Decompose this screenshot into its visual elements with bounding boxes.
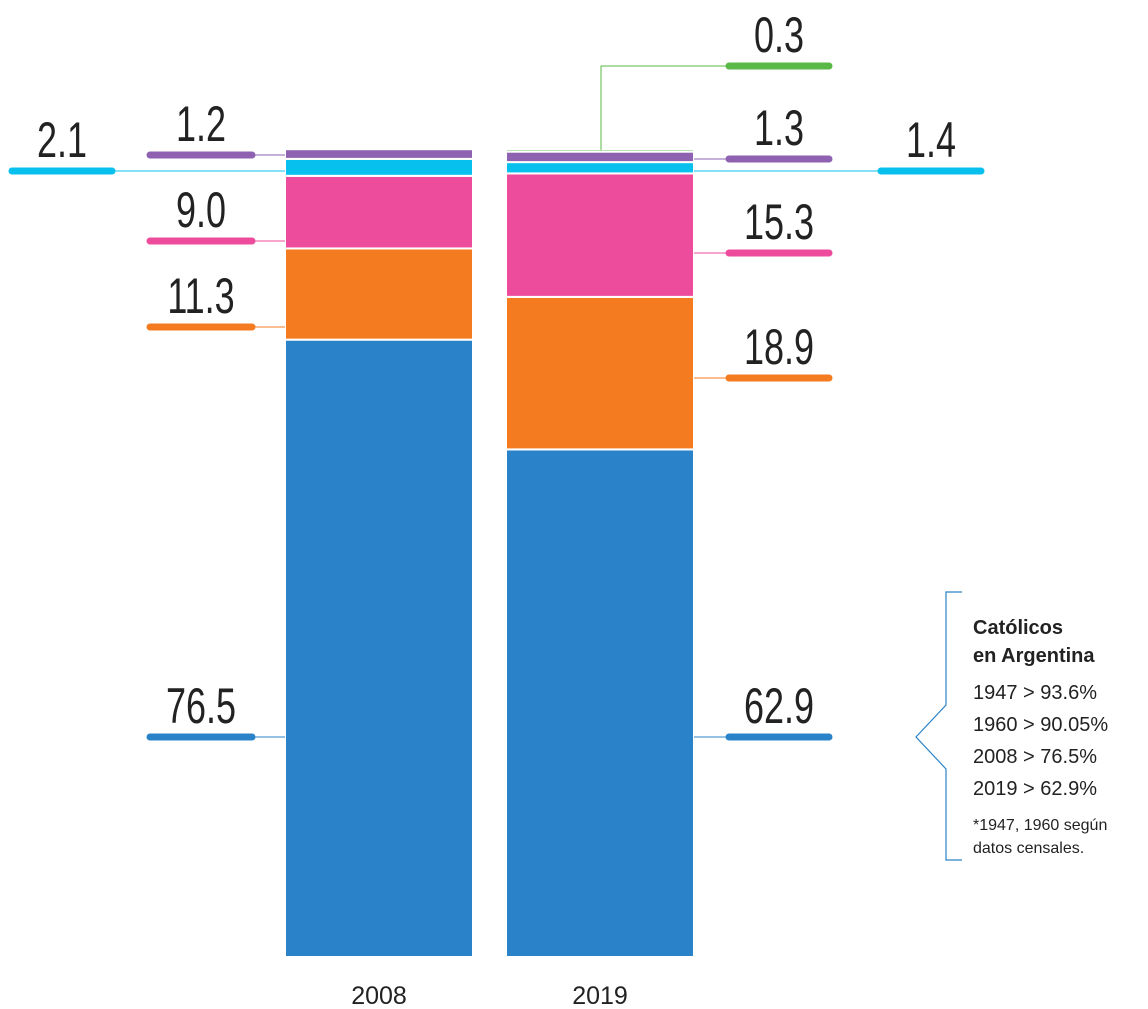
annotation-title: Católicos — [973, 617, 1063, 639]
bar-segment — [284, 148, 474, 160]
data-label: 2.1 — [37, 113, 87, 168]
annotation-line: 2008 > 76.5% — [973, 746, 1097, 768]
data-label: 18.9 — [744, 320, 814, 375]
data-label: 76.5 — [166, 679, 236, 734]
bar-segment — [505, 150, 695, 164]
connector — [600, 65, 729, 151]
data-label: 1.4 — [906, 113, 956, 168]
annotation-line: 1947 > 93.6% — [973, 682, 1097, 704]
data-label: 9.0 — [176, 183, 226, 238]
annotation-title: en Argentina — [973, 645, 1095, 667]
annotation-note: datos censales. — [973, 840, 1084, 857]
data-label: 1.2 — [176, 97, 226, 152]
bar-segment — [284, 157, 474, 177]
annotation-line: 2019 > 62.9% — [973, 778, 1097, 800]
bar-segment — [505, 161, 695, 175]
annotation-line: 1960 > 90.05% — [973, 714, 1108, 736]
data-label: 62.9 — [744, 679, 814, 734]
bar-segment — [505, 295, 695, 451]
bar-segment — [284, 338, 474, 958]
x-tick-label: 2008 — [351, 982, 407, 1009]
annotation-note: *1947, 1960 según — [973, 817, 1107, 834]
data-label: 1.3 — [754, 101, 804, 156]
bar-segment — [284, 247, 474, 341]
bar-segment — [505, 148, 695, 153]
data-label: 15.3 — [744, 195, 814, 250]
x-tick-label: 2019 — [572, 982, 628, 1009]
bar-segment — [505, 448, 695, 958]
bar-segment — [505, 172, 695, 298]
bar-segment — [284, 174, 474, 250]
data-label: 0.3 — [754, 8, 804, 63]
bracket — [915, 591, 962, 861]
data-label: 11.3 — [167, 269, 234, 324]
